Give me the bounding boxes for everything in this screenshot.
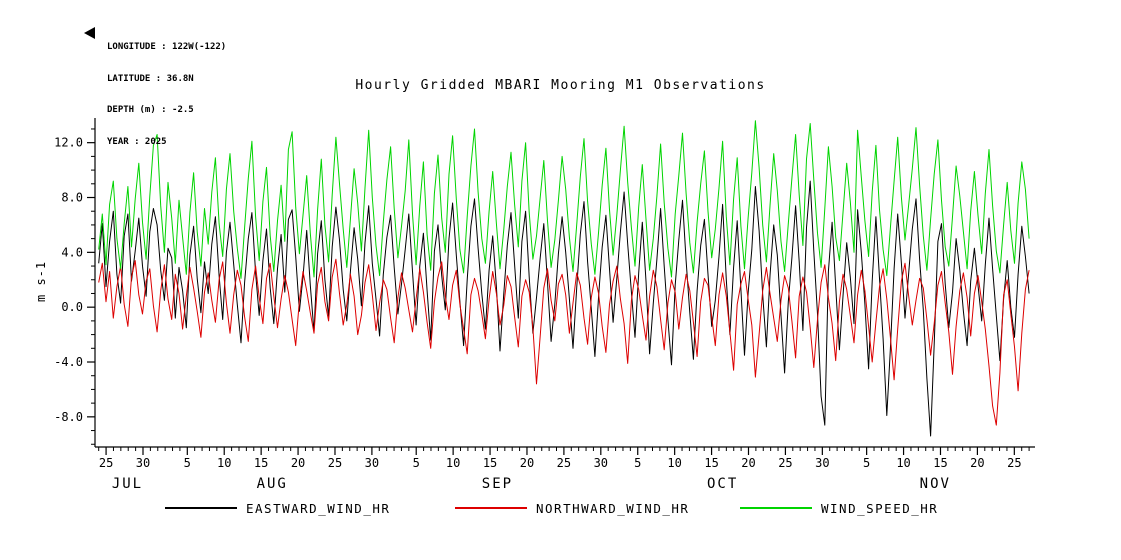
header-info: LONGITUDE : 122W(-122) LATITUDE : 36.8N …	[107, 21, 226, 158]
svg-text:20: 20	[741, 456, 755, 470]
legend-item-wind-speed: WIND_SPEED_HR	[740, 500, 938, 516]
svg-text:8.0: 8.0	[61, 191, 83, 205]
legend-label-wind-speed: WIND_SPEED_HR	[821, 500, 939, 516]
legend-line-red	[455, 507, 527, 509]
svg-text:30: 30	[594, 456, 608, 470]
svg-text:JUL: JUL	[112, 476, 143, 492]
header-longitude: LONGITUDE : 122W(-122)	[107, 42, 227, 52]
svg-text:10: 10	[446, 456, 460, 470]
svg-text:30: 30	[136, 456, 150, 470]
svg-text:25: 25	[557, 456, 571, 470]
legend-label-northward-wind: NORTHWARD_WIND_HR	[536, 500, 690, 516]
svg-text:10: 10	[896, 456, 910, 470]
svg-text:20: 20	[970, 456, 984, 470]
svg-text:20: 20	[520, 456, 534, 470]
svg-text:0.0: 0.0	[61, 300, 83, 314]
svg-text:5: 5	[184, 456, 191, 470]
svg-text:10: 10	[667, 456, 681, 470]
svg-text:-8.0: -8.0	[54, 410, 83, 424]
svg-text:12.0: 12.0	[54, 136, 83, 150]
legend-item-eastward-wind: EASTWARD_WIND_HR	[165, 500, 390, 516]
svg-text:5: 5	[634, 456, 641, 470]
svg-text:15: 15	[483, 456, 497, 470]
svg-text:25: 25	[778, 456, 792, 470]
svg-text:25: 25	[1007, 456, 1021, 470]
header-latitude: LATITUDE : 36.8N	[107, 73, 194, 84]
svg-text:4.0: 4.0	[61, 245, 83, 259]
legend-line-green	[740, 507, 812, 509]
svg-text:SEP: SEP	[482, 476, 513, 492]
legend-item-northward-wind: NORTHWARD_WIND_HR	[455, 500, 689, 516]
depth-marker-icon	[84, 27, 95, 39]
svg-text:20: 20	[291, 456, 305, 470]
svg-text:AUG: AUG	[257, 476, 288, 492]
svg-text:15: 15	[933, 456, 947, 470]
svg-text:5: 5	[413, 456, 420, 470]
svg-text:25: 25	[328, 456, 342, 470]
chart-title: Hourly Gridded MBARI Mooring M1 Observat…	[355, 78, 766, 93]
svg-text:-4.0: -4.0	[54, 355, 83, 369]
svg-text:15: 15	[254, 456, 268, 470]
svg-text:25: 25	[99, 456, 113, 470]
svg-text:5: 5	[863, 456, 870, 470]
svg-text:NOV: NOV	[920, 476, 951, 492]
svg-text:15: 15	[704, 456, 718, 470]
svg-text:30: 30	[815, 456, 829, 470]
legend-line-black	[165, 507, 237, 509]
y-axis-label: m s-1	[34, 260, 48, 302]
svg-text:OCT: OCT	[707, 476, 738, 492]
svg-text:30: 30	[365, 456, 379, 470]
svg-text:10: 10	[217, 456, 231, 470]
header-depth: DEPTH (m) : -2.5	[107, 105, 194, 115]
legend-label-eastward-wind: EASTWARD_WIND_HR	[246, 500, 391, 516]
header-year: YEAR : 2025	[107, 136, 167, 147]
